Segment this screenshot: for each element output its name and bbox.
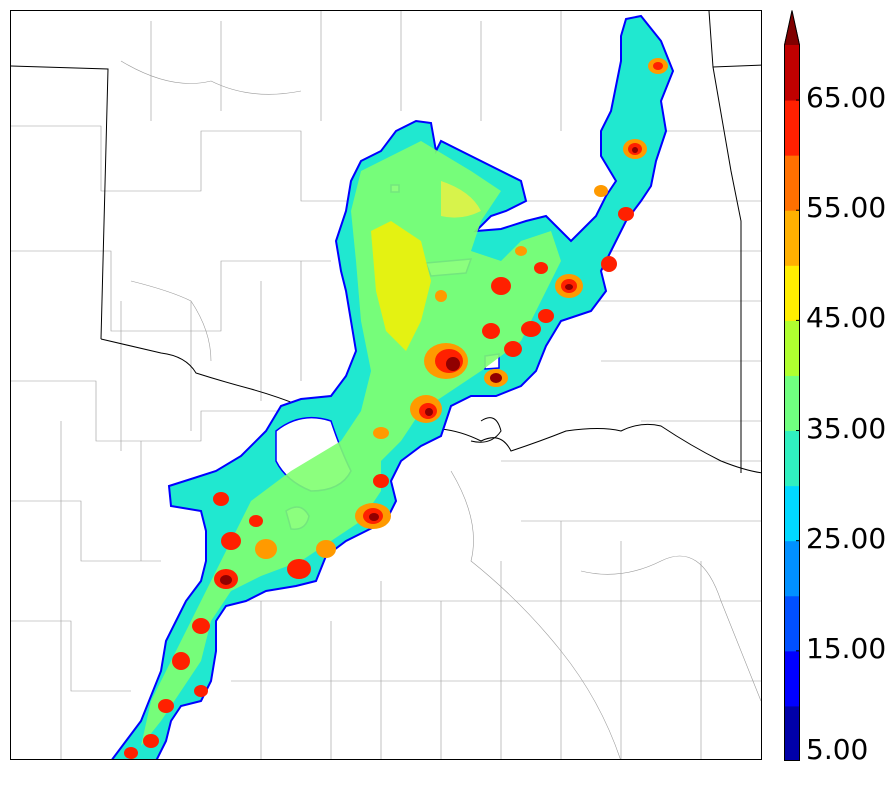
colorbar-extend-arrow xyxy=(784,10,800,45)
colorbar-tick-label: 15.00 xyxy=(806,631,887,665)
colorbar-segment xyxy=(784,45,800,101)
colorbar-tick-label: 55.00 xyxy=(806,191,887,225)
colorbar-segment xyxy=(784,100,800,156)
colorbar-tick-label: 65.00 xyxy=(806,81,887,115)
colorbar-segment xyxy=(784,595,800,652)
map-panel xyxy=(10,10,762,760)
reflectivity-field xyxy=(111,14,675,759)
colorbar xyxy=(784,10,800,761)
colorbar-tick-label: 35.00 xyxy=(806,411,887,445)
colorbar-tick-label: 45.00 xyxy=(806,301,887,335)
colorbar-segment xyxy=(784,210,800,266)
colorbar-tick-label: 5.00 xyxy=(806,733,869,766)
colorbar-segment xyxy=(784,540,800,597)
colorbar-segment xyxy=(784,650,800,707)
echo-storm-cells xyxy=(124,58,668,759)
echo-yellow-region xyxy=(371,221,431,351)
colorbar-segment xyxy=(784,265,800,321)
echo-yellow-region-2 xyxy=(441,181,481,218)
colorbar-segment xyxy=(784,485,800,542)
colorbar-segment xyxy=(784,155,800,211)
colorbar-segment xyxy=(784,705,800,761)
colorbar-segment xyxy=(784,375,800,432)
echo-green-region xyxy=(141,141,561,746)
colorbar-tick-label: 25.00 xyxy=(806,521,887,555)
colorbar-segment xyxy=(784,320,800,376)
colorbar-segment xyxy=(784,430,800,487)
reflectivity-map xyxy=(11,11,761,759)
